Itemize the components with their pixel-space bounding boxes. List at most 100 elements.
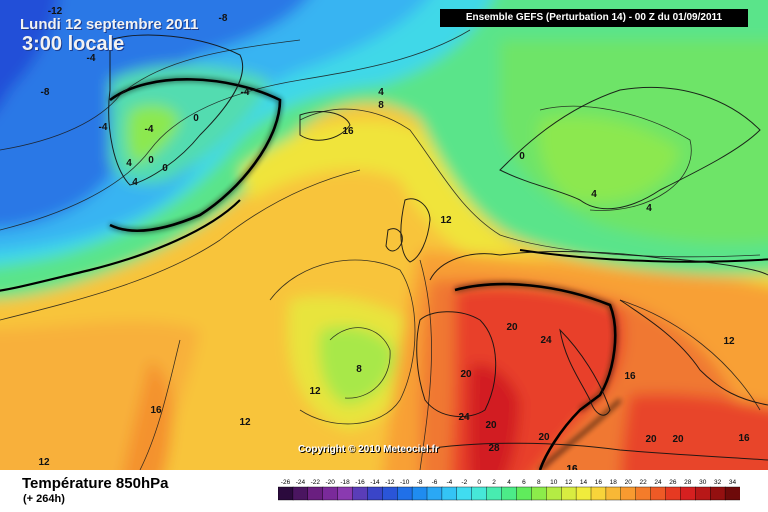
isotherm-label: 20 (506, 322, 518, 333)
legend-tick-label: 22 (639, 479, 647, 486)
legend-tick-label: 34 (729, 479, 737, 486)
legend-swatch (441, 486, 458, 501)
legend-swatch (605, 486, 622, 501)
isotherm-label: 0 (148, 155, 154, 166)
legend-tick-label: -4 (447, 479, 453, 486)
isotherm-label: 12 (239, 417, 251, 428)
legend-swatch (278, 486, 294, 501)
legend-swatch (337, 486, 354, 501)
isotherm-label: -4 (241, 87, 250, 98)
legend-tick-label: 2 (492, 479, 496, 486)
isotherm-label: 20 (460, 369, 472, 380)
legend-tick-label: 6 (522, 479, 526, 486)
legend-swatch (307, 486, 324, 501)
isotherm-label: 0 (193, 113, 199, 124)
legend-tick-label: -20 (325, 479, 335, 486)
isotherm-label: 28 (488, 443, 500, 454)
legend-tick-label: 28 (684, 479, 692, 486)
legend-tick-label: -8 (417, 479, 423, 486)
legend-swatch (367, 486, 384, 501)
forecast-time: 3:00 locale (22, 33, 125, 55)
legend-swatch (575, 486, 592, 501)
legend-tick-label: 10 (550, 479, 558, 486)
legend-tick-label: -26 (281, 479, 291, 486)
isotherm-label: 4 (646, 203, 652, 214)
legend-tick-label: -22 (311, 479, 321, 486)
model-run-banner: Ensemble GEFS (Perturbation 14) - 00 Z d… (440, 9, 748, 27)
legend-tick-label: -18 (340, 479, 350, 486)
parameter-title: Température 850hPa (22, 475, 169, 492)
isotherm-label: 12 (440, 215, 452, 226)
lead-time: (+ 264h) (23, 493, 65, 505)
legend-swatch (590, 486, 607, 501)
legend-swatch (322, 486, 339, 501)
isotherm-label: 4 (132, 177, 138, 188)
legend-swatch (724, 486, 740, 501)
legend-swatch (620, 486, 637, 501)
legend-tick-label: 12 (565, 479, 573, 486)
legend-tick-label: -12 (385, 479, 395, 486)
isotherm-label: -4 (99, 122, 108, 133)
isotherm-label: 4 (126, 158, 132, 169)
legend-swatch (680, 486, 696, 501)
legend-tick-label: 14 (580, 479, 588, 486)
forecast-date: Lundi 12 septembre 2011 (20, 16, 199, 33)
legend-tick-label: 20 (625, 479, 633, 486)
isotherm-label: 4 (591, 189, 597, 200)
isotherm-label: 12 (38, 457, 50, 468)
legend-swatch (546, 486, 562, 501)
legend-tick-label: 26 (669, 479, 677, 486)
legend-swatch (695, 486, 711, 501)
isotherm-label: 16 (624, 371, 636, 382)
legend-swatch (352, 486, 369, 501)
legend-swatch (635, 486, 652, 501)
isotherm-label: -4 (87, 53, 96, 64)
legend-swatch (516, 486, 533, 501)
legend-swatch (486, 486, 503, 501)
legend-swatch (426, 486, 443, 501)
legend-swatch (396, 486, 413, 501)
legend-tick-label: 32 (714, 479, 722, 486)
isotherm-label: 20 (672, 434, 684, 445)
isotherm-label: -4 (145, 124, 154, 135)
legend-tick-label: 0 (477, 479, 481, 486)
isotherm-label: 12 (723, 336, 735, 347)
isotherm-label: 24 (540, 335, 552, 346)
legend-tick-label: -14 (370, 479, 380, 486)
isotherm-label: 20 (645, 434, 657, 445)
isotherm-label: 0 (162, 163, 168, 174)
isotherm-label: 20 (538, 432, 550, 443)
legend-swatch (665, 486, 682, 501)
isotherm-label: -8 (219, 13, 228, 24)
legend-tick-label: -2 (461, 479, 467, 486)
legend-swatch (471, 486, 488, 501)
legend-swatch (561, 486, 577, 501)
isotherm-label: 4 (378, 87, 384, 98)
legend-tick-label: 8 (537, 479, 541, 486)
legend-tick-label: -24 (296, 479, 306, 486)
legend-tick-label: 30 (699, 479, 707, 486)
legend-tick-label: -10 (400, 479, 410, 486)
isotherm-label: 0 (519, 151, 525, 162)
legend-tick-label: 24 (654, 479, 662, 486)
legend-tick-label: 4 (507, 479, 511, 486)
legend-tick-label: 16 (595, 479, 603, 486)
isotherm-label: 16 (566, 464, 578, 470)
legend-swatch (650, 486, 667, 501)
isotherm-label: 8 (356, 364, 362, 375)
isotherm-label: 20 (485, 420, 497, 431)
legend-tick-label: 18 (610, 479, 618, 486)
legend-tick-label: -16 (355, 479, 365, 486)
isotherm-label: 24 (458, 412, 470, 423)
color-scale-legend: -26 -24 -22 -20 -18 -16 -14 -12 -10 -8 -6 -4 -2 0 2 4 6 8… (278, 479, 740, 501)
legend-swatch (456, 486, 473, 501)
isotherm-label: -12 (48, 6, 63, 17)
isotherm-label: 16 (566, 464, 578, 470)
isotherm-label: 8 (378, 100, 384, 111)
legend-tick-label: -6 (432, 479, 438, 486)
legend-swatch (531, 486, 547, 501)
legend-swatch (411, 486, 428, 501)
legend-swatch (501, 486, 518, 501)
isotherm-label: -8 (41, 87, 50, 98)
legend-swatch (710, 486, 726, 501)
